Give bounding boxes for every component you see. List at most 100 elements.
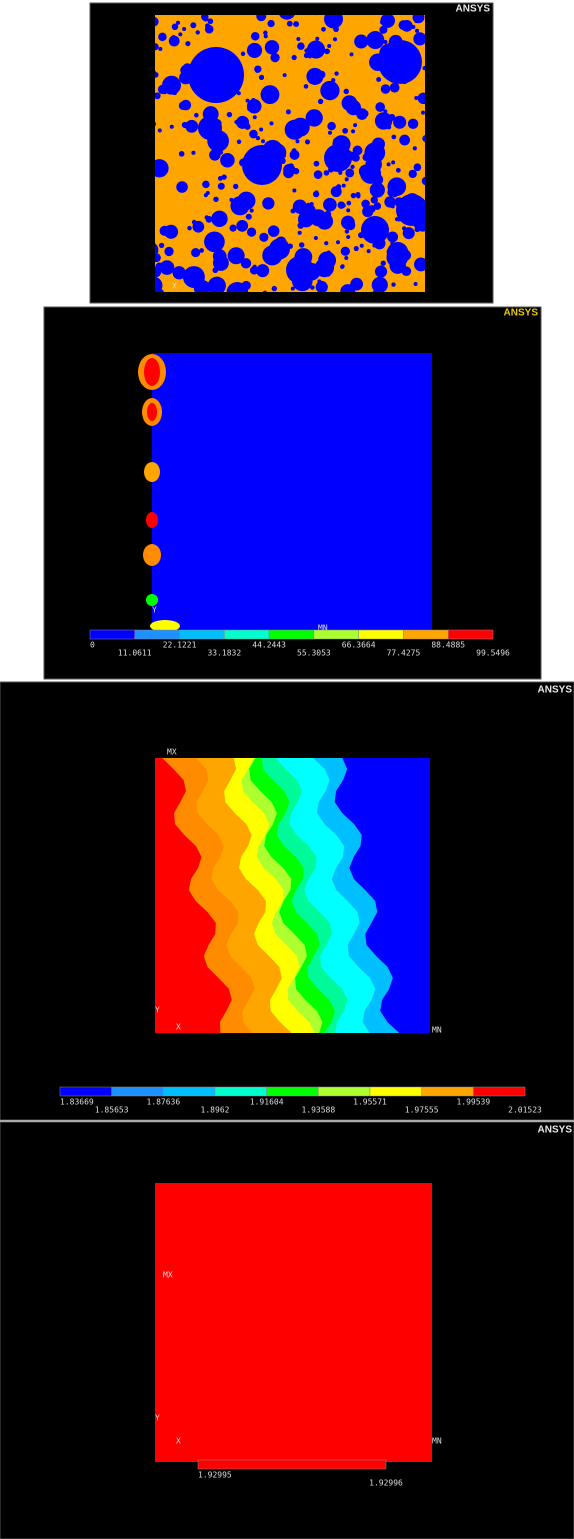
legend-label: 1.99539 — [456, 1098, 490, 1107]
aggregate — [386, 162, 391, 167]
aggregate — [422, 65, 425, 71]
contour-band — [155, 758, 232, 1033]
aggregate — [269, 226, 274, 232]
aggregate — [327, 130, 332, 135]
axis-label: X — [176, 1437, 181, 1446]
legend-label: 99.5496 — [476, 649, 510, 658]
legend-label: 1.97555 — [405, 1106, 439, 1115]
aggregate — [372, 289, 380, 292]
marker: MX — [163, 1271, 173, 1280]
legend-swatch — [197, 1459, 387, 1470]
legend-label: 22.1221 — [163, 641, 197, 650]
logo: ANSYS — [538, 1125, 573, 1136]
legend-label: 11.0611 — [118, 649, 152, 658]
marker: MN — [432, 1026, 442, 1035]
aggregate — [205, 191, 210, 196]
aggregate — [414, 96, 419, 101]
aggregate — [250, 31, 260, 41]
aggregate — [236, 139, 242, 145]
aggregate — [407, 118, 419, 130]
aggregate — [293, 21, 300, 28]
aggregate — [399, 134, 411, 146]
aggregate — [212, 255, 229, 271]
aggregate — [179, 71, 193, 85]
aggregate — [376, 76, 382, 82]
aggregates — [155, 15, 425, 292]
aggregate — [246, 42, 263, 58]
aggregate — [413, 32, 425, 46]
contour-field — [152, 353, 432, 630]
legend-label: 0 — [90, 641, 95, 650]
aggregate — [288, 163, 294, 169]
aggregate — [289, 149, 300, 160]
legend-swatch — [163, 1086, 216, 1097]
aggregate — [389, 82, 400, 93]
aggregate — [374, 265, 388, 278]
aggregate — [155, 92, 161, 100]
aggregate — [421, 176, 425, 186]
legend-swatch — [134, 629, 180, 640]
aggregate — [321, 215, 326, 220]
aggregate — [221, 174, 227, 180]
aggregate — [285, 109, 291, 115]
aggregate — [155, 17, 159, 27]
aggregate — [185, 41, 191, 47]
aggregate — [211, 210, 228, 228]
legend-swatch — [179, 629, 225, 640]
aggregate — [286, 20, 293, 27]
aggregate — [202, 76, 209, 83]
axis-label: Y — [155, 1414, 160, 1423]
aggregate — [400, 76, 409, 85]
aggregate — [402, 215, 412, 225]
aggregate — [155, 276, 163, 292]
aggregate — [229, 224, 237, 232]
aggregate — [199, 248, 204, 253]
aggregate — [345, 99, 362, 116]
aggregate — [269, 169, 279, 179]
aggregate — [310, 285, 315, 290]
aggregate — [258, 74, 265, 80]
aggregate — [323, 197, 337, 212]
aggregate — [315, 280, 328, 292]
aggregate — [332, 137, 340, 145]
aggregate — [207, 18, 214, 25]
marker: MN — [432, 1437, 442, 1446]
aggregate — [247, 106, 252, 111]
aggregate — [316, 212, 334, 230]
aggregate — [267, 225, 280, 237]
legend-swatch — [89, 629, 136, 640]
aggregate — [421, 110, 425, 115]
aggregate — [313, 160, 320, 167]
legend-label: 77.4275 — [387, 649, 421, 658]
aggregate — [340, 284, 356, 292]
aggregate — [324, 15, 344, 29]
aggregate — [219, 183, 224, 189]
aggregate — [175, 20, 181, 25]
aggregate — [323, 170, 330, 176]
aggregate — [350, 164, 355, 170]
aggregate — [361, 216, 389, 244]
aggregate — [380, 260, 386, 266]
legend-swatch — [224, 629, 270, 640]
aggregate — [155, 121, 157, 127]
axis-label: Y — [152, 606, 157, 615]
aggregate — [408, 169, 417, 179]
aggregate — [181, 121, 188, 129]
aggregate — [155, 243, 159, 257]
aggregate — [370, 196, 378, 204]
aggregate — [178, 151, 185, 157]
aggregate — [155, 159, 169, 178]
aggregate — [218, 150, 224, 155]
legend-swatch — [111, 1086, 164, 1097]
aggregate — [344, 177, 349, 182]
aggregate — [301, 203, 316, 218]
aggregate — [349, 52, 354, 57]
legend-label: 1.95571 — [353, 1098, 387, 1107]
aggregate — [349, 151, 358, 161]
aggregate — [246, 227, 257, 237]
aggregate — [155, 253, 161, 263]
aggregate — [400, 20, 413, 32]
aggregate — [393, 41, 398, 46]
aggregate — [411, 217, 419, 225]
